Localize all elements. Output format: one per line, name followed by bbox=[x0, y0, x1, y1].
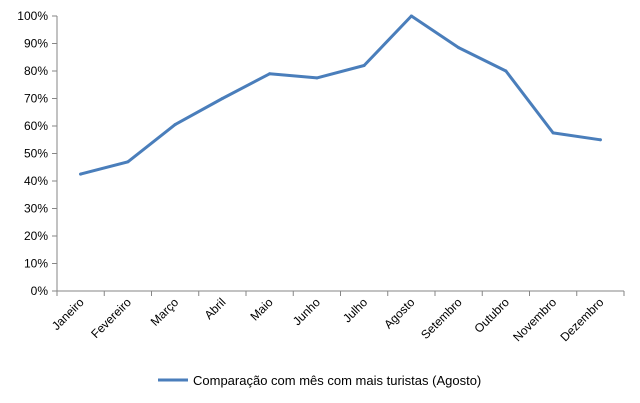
data-point bbox=[268, 72, 272, 76]
y-tick-label: 100% bbox=[17, 9, 48, 23]
y-tick-label: 60% bbox=[24, 119, 48, 133]
x-tick-label: Dezembro bbox=[557, 295, 606, 344]
y-tick-label: 50% bbox=[24, 147, 48, 161]
x-tick-label: Novembro bbox=[510, 295, 559, 344]
data-point bbox=[551, 131, 555, 135]
y-tick-label: 20% bbox=[24, 229, 48, 243]
y-tick-label: 40% bbox=[24, 174, 48, 188]
data-point bbox=[126, 160, 130, 164]
legend-label: Comparação com mês com mais turistas (Ag… bbox=[193, 373, 481, 388]
y-tick-label: 10% bbox=[24, 257, 48, 271]
x-tick-label: Janeiro bbox=[49, 295, 87, 333]
x-tick-label: Agosto bbox=[381, 295, 418, 332]
series-line bbox=[79, 14, 602, 176]
data-point bbox=[409, 14, 413, 18]
y-tick-label: 90% bbox=[24, 37, 48, 51]
y-tick-label: 80% bbox=[24, 64, 48, 78]
x-tick-label: Abril bbox=[202, 295, 229, 322]
x-tick-label: Julho bbox=[340, 295, 370, 325]
data-point bbox=[173, 123, 177, 127]
data-point bbox=[598, 138, 602, 142]
series-layer bbox=[79, 14, 602, 176]
data-point bbox=[504, 69, 508, 73]
y-axis: 0% 10% 20% 30% 40% 50% 60% 70% 80% 90% 100% bbox=[17, 9, 58, 298]
x-tick-label: Março bbox=[148, 295, 182, 329]
data-point bbox=[457, 46, 461, 50]
x-tick-label: Setembro bbox=[418, 295, 465, 342]
y-tick-label: 30% bbox=[24, 202, 48, 216]
x-axis: Janeiro Fevereiro Março Abril Maio Junho Julho… bbox=[49, 290, 625, 344]
y-tick-label: 70% bbox=[24, 92, 48, 106]
legend: Comparação com mês com mais turistas (Ag… bbox=[158, 373, 481, 388]
y-tick-label: 0% bbox=[31, 284, 49, 298]
data-point bbox=[220, 97, 224, 100]
x-tick-label: Maio bbox=[247, 295, 276, 324]
x-tick-label: Junho bbox=[290, 295, 323, 328]
data-point bbox=[79, 172, 83, 176]
data-point bbox=[362, 64, 366, 67]
x-tick-label: Fevereiro bbox=[88, 295, 134, 341]
x-tick-label: Outubro bbox=[471, 295, 512, 336]
data-point bbox=[315, 76, 319, 80]
